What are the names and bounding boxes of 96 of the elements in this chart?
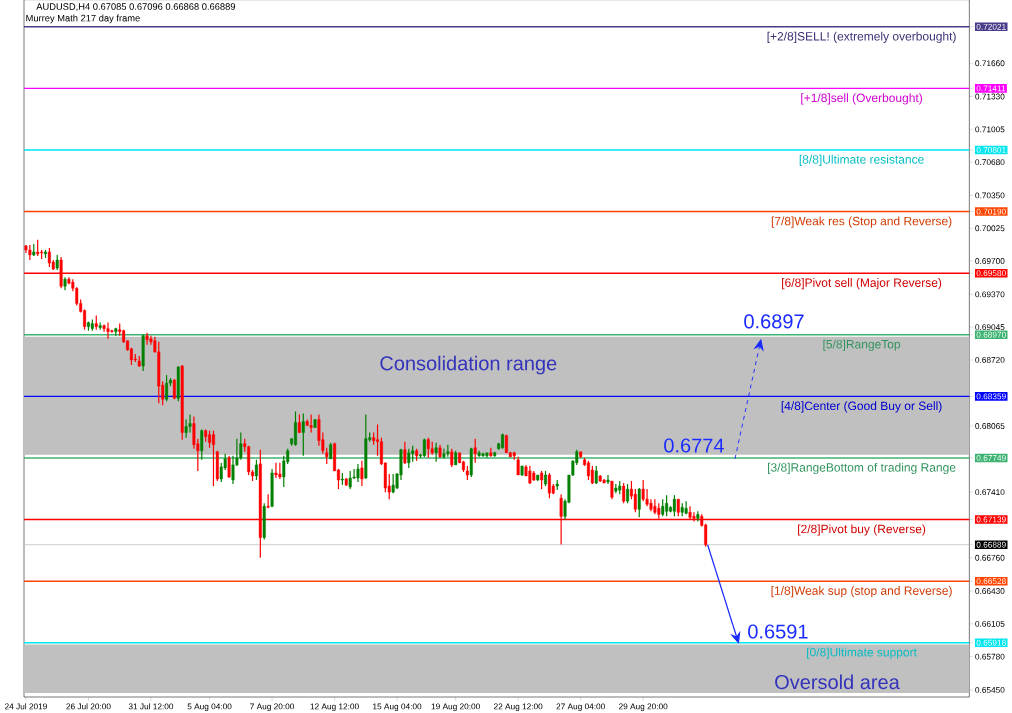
candlestick xyxy=(47,247,51,268)
x-tick-label: 27 Aug 04:00 xyxy=(556,703,605,711)
candlestick xyxy=(516,456,520,476)
candlestick xyxy=(266,493,270,509)
candlestick xyxy=(547,472,551,499)
ref-line-label: [+2/8]SELL! (extremely overbought) xyxy=(767,31,956,43)
y-tick-label: 0.70025 xyxy=(975,225,1005,232)
candlestick xyxy=(602,478,606,484)
candlestick xyxy=(165,374,169,402)
candlestick xyxy=(469,447,473,478)
candlestick xyxy=(590,465,594,485)
x-tick-label: 24 Jul 2019 xyxy=(5,703,47,710)
y-tick-label: 0.70350 xyxy=(975,192,1005,199)
y-tick-label: 0.70680 xyxy=(975,159,1005,166)
y-tick-label: 0.71005 xyxy=(975,126,1005,133)
chart-title: AUDUSD,H4 0.67085 0.67096 0.66868 0.66889 xyxy=(36,3,236,11)
candlestick xyxy=(157,341,161,404)
y-tick-label: 0.66430 xyxy=(975,588,1005,594)
candlestick xyxy=(219,462,223,483)
candlestick xyxy=(426,437,430,459)
y-tick-label: 0.67139 xyxy=(976,516,1006,523)
x-tick-label: 29 Aug 20:00 xyxy=(618,703,668,711)
y-tick-label: 0.72021 xyxy=(976,23,1006,30)
y-tick-label: 0.67410 xyxy=(975,489,1005,496)
y-tick-label: 0.69045 xyxy=(975,324,1005,331)
candlestick xyxy=(297,413,301,434)
band-label: Oversold area xyxy=(775,674,900,690)
candlestick xyxy=(301,412,305,457)
candlestick xyxy=(473,438,477,464)
x-tick-label: 31 Jul 12:00 xyxy=(128,703,174,710)
ref-line-label: [4/8]Center (Good Buy or Sell) xyxy=(781,401,942,413)
ref-line-label: [6/8]Pivot sell (Major Reverse) xyxy=(782,278,942,290)
candlestick xyxy=(540,470,544,490)
text: Murrey Math 217 day frame xyxy=(26,14,140,24)
x-tick-label: 7 Aug 20:00 xyxy=(250,703,295,711)
annotation: 0.6897 xyxy=(744,314,804,329)
ref-line-label: [1/8]Weak sup (stop and Reverse) xyxy=(771,586,952,598)
candlestick xyxy=(622,482,626,504)
y-tick-label: 0.65450 xyxy=(975,687,1005,693)
candlestick xyxy=(422,438,426,458)
candlestick xyxy=(672,494,676,517)
candlestick xyxy=(391,473,395,494)
y-tick-label: 0.65780 xyxy=(975,653,1005,660)
y-tick-label: 0.66889 xyxy=(976,541,1006,548)
ref-line-label: [3/8]RangeBottom of trading Range xyxy=(768,462,956,475)
x-tick-label: 22 Aug 12:00 xyxy=(493,703,543,711)
y-tick-label: 0.70801 xyxy=(976,147,1006,153)
y-tick-label: 0.68720 xyxy=(975,357,1005,363)
y-tick-label: 0.67749 xyxy=(976,455,1006,461)
y-tick-label: 0.65918 xyxy=(976,639,1006,646)
y-tick-label: 0.69700 xyxy=(975,258,1005,264)
x-tick-label: 19 Aug 20:00 xyxy=(431,703,480,711)
x-tick-label: 15 Aug 04:00 xyxy=(373,703,422,711)
ref-line-label: [7/8]Weak res (Stop and Reverse) xyxy=(771,216,952,228)
y-tick-label: 0.70190 xyxy=(976,208,1006,215)
candlestick xyxy=(254,459,258,481)
y-tick-label: 0.69580 xyxy=(976,270,1006,277)
y-tick-label: 0.71411 xyxy=(976,85,1006,92)
y-tick-label: 0.66528 xyxy=(976,578,1006,585)
candlestick xyxy=(637,487,641,518)
annotation: 0.6591 xyxy=(748,624,808,639)
candlestick xyxy=(450,448,454,468)
candlestick xyxy=(348,470,352,490)
y-tick-label: 0.68065 xyxy=(975,423,1005,429)
ref-line-label: [+1/8]sell (Overbought) xyxy=(801,93,923,105)
y-tick-label: 0.68359 xyxy=(976,393,1006,400)
candlestick xyxy=(176,365,180,402)
candlestick xyxy=(364,413,368,480)
candlestick xyxy=(606,474,610,485)
x-tick-label: 5 Aug 04:00 xyxy=(187,703,232,711)
candlestick xyxy=(180,364,184,441)
y-tick-label: 0.68970 xyxy=(976,331,1006,338)
y-tick-label: 0.69370 xyxy=(975,291,1005,298)
candlestick xyxy=(200,428,204,461)
x-tick-label: 26 Jul 20:00 xyxy=(66,703,111,710)
ref-line-label: [5/8]RangeTop xyxy=(823,339,901,351)
y-tick-label: 0.71660 xyxy=(975,60,1005,67)
candlestick xyxy=(641,479,645,502)
candlestick xyxy=(262,502,266,541)
y-tick-label: 0.71330 xyxy=(975,93,1005,100)
band-label: Consolidation range xyxy=(380,355,557,375)
annotation: 0.6774 xyxy=(664,438,724,453)
candlestick xyxy=(665,494,669,517)
candlestick xyxy=(407,448,411,469)
x-tick-label: 12 Aug 12:00 xyxy=(310,703,359,711)
candlestick xyxy=(594,465,598,485)
candlestick xyxy=(485,452,489,459)
candlestick xyxy=(44,249,47,259)
ref-line-label: [0/8]Ultimate support xyxy=(807,647,917,659)
y-tick-label: 0.66760 xyxy=(975,554,1005,561)
ref-line-label: [8/8]Ultimate resistance xyxy=(799,154,924,167)
candlestick xyxy=(278,462,282,480)
y-tick-label: 0.66105 xyxy=(975,620,1005,627)
candlestick xyxy=(274,462,278,479)
candlestick xyxy=(172,378,176,400)
ref-line-label: [2/8]Pivot buy (Reverse) xyxy=(798,524,926,536)
